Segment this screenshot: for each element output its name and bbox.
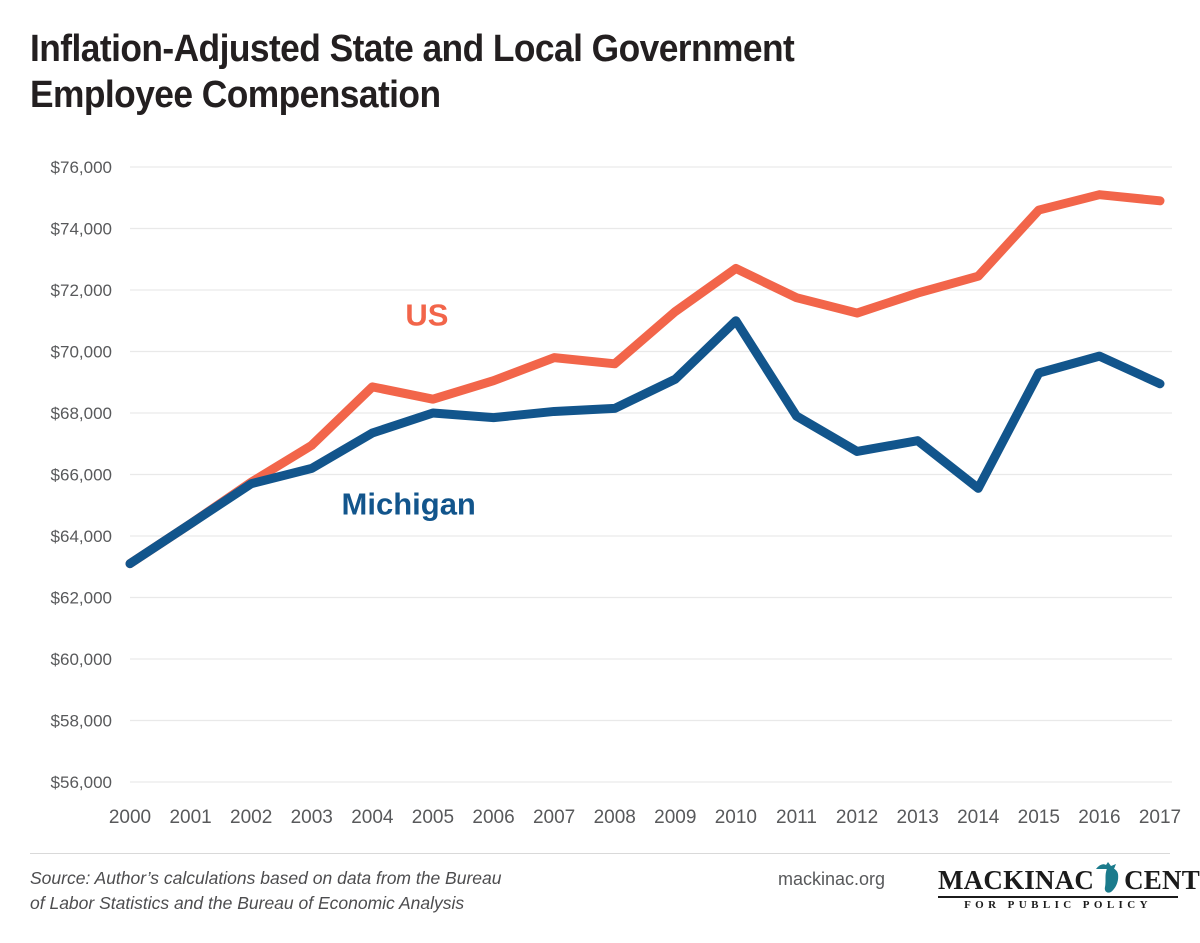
series-label-michigan: Michigan [342,486,476,521]
x-axis-tick-label: 2014 [957,807,1000,828]
y-axis-tick-label: $62,000 [51,589,112,608]
y-axis-tick-label: $70,000 [51,343,112,362]
y-axis-tick-label: $58,000 [51,712,112,731]
x-axis-tick-label: 2013 [897,807,939,828]
x-axis-tick-label: 2002 [230,807,272,828]
x-axis-tick-label: 2007 [533,807,575,828]
x-axis-tick-label: 2008 [594,807,636,828]
logo-wordmark: MACKINAC CENTER [938,860,1200,897]
x-axis-tick-label: 2006 [472,807,514,828]
x-axis-tick-label: 2010 [715,807,757,828]
series-line-us [125,190,1165,569]
x-axis-tick-label: 2015 [1018,807,1060,828]
site-url[interactable]: mackinac.org [778,869,886,889]
series-line-michigan [125,316,1165,569]
y-axis-tick-label: $72,000 [51,281,112,300]
source-note: Source: Author’s calculations based on d… [30,866,650,916]
x-axis-tick-label: 2012 [836,807,878,828]
x-axis-tick-label: 2000 [109,807,151,828]
y-axis-tick-label: $66,000 [51,466,112,485]
chart-y-axis-labels: $76,000 $74,000 $72,000 $70,000 $68,000 $66,0… [51,158,112,792]
y-axis-tick-label: $74,000 [51,220,112,239]
y-axis-tick-label: $76,000 [51,158,112,177]
y-axis-tick-label: $60,000 [51,650,112,669]
page-title-line-2: Employee Compensation [30,74,441,116]
logo-divider [938,896,1178,898]
chart-footer: Source: Author’s calculations based on d… [0,853,1200,943]
chart-series-lines [125,190,1165,569]
x-axis-tick-label: 2004 [351,807,394,828]
mackinac-center-logo[interactable]: MACKINAC CENTER FOR PUBLIC POLICY [938,859,1200,915]
x-axis-tick-label: 2016 [1078,807,1120,828]
michigan-state-icon [1094,860,1124,894]
x-axis-tick-label: 2005 [412,807,454,828]
chart-series-labels: US Michigan [342,297,476,521]
x-axis-tick-label: 2003 [291,807,333,828]
page-title-line-1: Inflation-Adjusted State and Local Gover… [30,28,795,70]
page-title: Inflation-Adjusted State and Local Gover… [30,26,1030,118]
source-note-line-1: Source: Author’s calculations based on d… [30,868,502,888]
x-axis-tick-label: 2009 [654,807,696,828]
chart-gridlines [130,166,1172,783]
footer-divider [30,853,1170,854]
y-axis-tick-label: $68,000 [51,404,112,423]
chart-x-axis-labels: 2000 2001 2002 2003 2004 2005 2006 2007 2008 2009… [109,807,1181,828]
logo-word-mackinac: MACKINAC [938,864,1095,895]
x-axis-tick-label: 2001 [169,807,211,828]
series-label-us: US [405,297,448,332]
logo-word-center: CENTER [1124,864,1200,895]
x-axis-tick-label: 2011 [776,807,817,828]
y-axis-tick-label: $56,000 [51,773,112,792]
source-note-line-2: of Labor Statistics and the Bureau of Ec… [30,893,465,913]
y-axis-tick-label: $64,000 [51,527,112,546]
x-axis-tick-label: 2017 [1139,807,1181,828]
logo-subtitle: FOR PUBLIC POLICY [964,899,1152,911]
